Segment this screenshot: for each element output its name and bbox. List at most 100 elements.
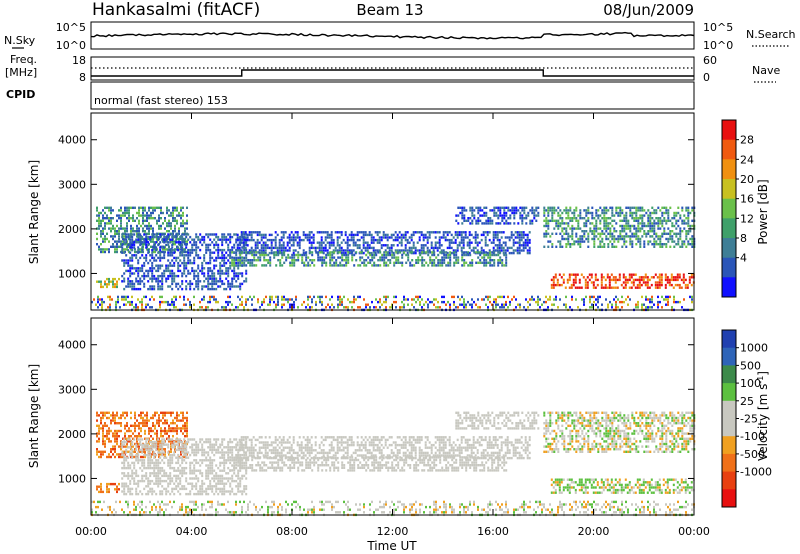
data-cell [124,227,126,230]
data-cell [428,231,431,234]
data-cell [603,206,606,209]
data-cell [118,230,120,233]
data-cell [100,485,102,488]
data-cell [659,300,661,304]
data-cell [125,254,128,257]
data-cell [176,248,178,251]
data-cell [659,219,662,222]
data-cell [649,214,652,217]
data-cell [461,251,464,254]
data-cell [205,243,208,247]
data-cell [593,240,596,243]
data-cell [227,272,230,275]
data-cell [383,259,386,262]
data-cell [579,217,582,220]
data-cell [625,214,628,217]
data-cell [128,245,130,248]
data-cell [152,453,154,456]
data-cell [431,251,434,254]
data-cell [298,246,301,250]
data-cell [175,485,178,488]
data-cell [441,295,443,299]
data-cell [632,278,635,282]
data-cell [597,214,600,217]
data-cell [102,237,104,241]
data-cell [553,211,556,215]
data-cell [583,222,586,225]
data-cell [277,300,279,304]
data-cell [238,246,241,250]
data-cell [123,490,126,493]
data-cell [134,248,136,251]
data-cell [189,285,192,288]
data-cell [245,269,248,273]
data-cell [460,238,463,242]
data-cell [565,222,568,225]
data-cell [155,264,158,267]
data-cell [385,295,387,299]
data-cell [120,206,122,209]
data-cell [447,300,449,304]
data-cell [123,277,126,280]
data-cell [151,235,154,239]
data-cell [613,245,616,248]
data-cell [195,246,198,249]
data-cell [664,273,667,276]
data-cell [227,233,230,236]
data-cell [587,217,590,220]
data-cell [606,286,609,289]
data-cell [649,227,652,230]
colorbar-cell [722,198,736,219]
data-cell [324,246,327,250]
data-cell [129,264,132,267]
data-cell [114,445,116,448]
data-cell [489,261,492,264]
data-cell [644,276,647,279]
data-cell [426,246,429,250]
data-cell [431,264,434,267]
data-cell [457,259,460,262]
data-cell [160,206,162,209]
data-cell [325,295,327,299]
data-cell [685,235,688,238]
data-cell [147,446,150,449]
data-cell [136,211,138,215]
data-cell [481,214,484,217]
data-cell [364,249,367,252]
colorbar-frame [721,119,737,298]
data-cell [643,214,646,217]
data-cell [524,241,527,244]
data-cell [646,281,649,284]
data-cell [643,245,646,248]
data-cell [127,295,129,299]
velocity-data [91,411,696,517]
data-cell [130,416,132,420]
data-cell [168,424,170,427]
data-cell [245,254,248,257]
data-cell [159,235,162,239]
data-cell [120,414,122,417]
data-cell [445,264,448,267]
data-cell [98,224,100,228]
data-cell [505,261,508,264]
data-cell [562,278,565,282]
data-cell [167,464,170,467]
data-cell [131,461,134,465]
data-cell [118,237,120,241]
data-cell [98,280,100,283]
data-cell [227,248,230,252]
data-cell [528,246,531,250]
data-cell [549,219,552,222]
data-cell [654,273,657,276]
data-cell [399,251,402,254]
data-cell [402,233,405,237]
data-cell [120,227,122,230]
data-cell [398,231,401,234]
data-cell [660,283,663,287]
data-cell [133,482,136,485]
data-cell [205,248,208,252]
data-cell [499,214,502,217]
data-cell [112,411,114,414]
data-cell [655,222,658,225]
